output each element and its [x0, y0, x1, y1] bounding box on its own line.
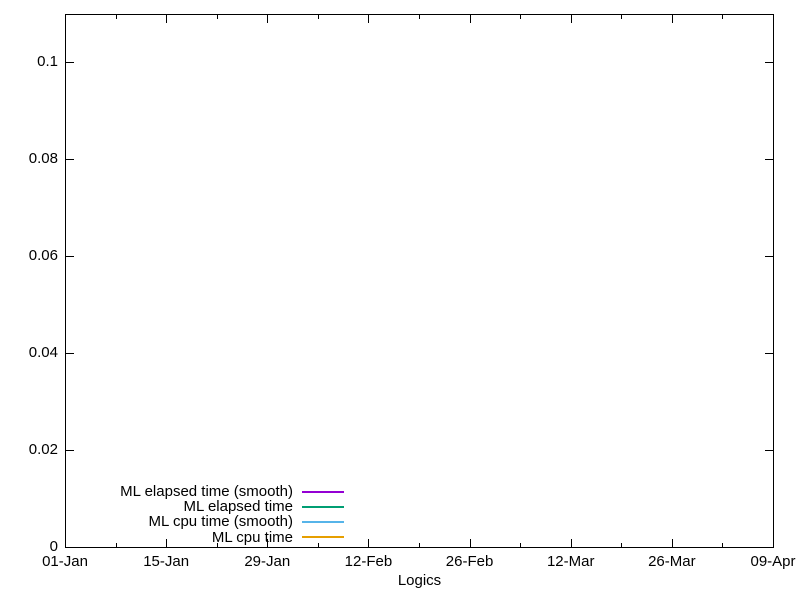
x-minor-tick — [115, 543, 117, 547]
x-major-tick-mirror — [368, 15, 370, 23]
x-minor-tick-mirror — [419, 15, 420, 19]
y-tick-label: 0.1 — [37, 53, 58, 71]
y-tick-label: 0.04 — [28, 344, 58, 362]
x-minor-tick-mirror — [317, 15, 319, 19]
y-major-tick-mirror — [765, 62, 773, 64]
legend-label: ML elapsed time — [183, 498, 294, 516]
x-minor-tick-mirror — [722, 15, 724, 19]
x-tick-label: 12-Mar — [546, 553, 595, 570]
y-major-tick — [66, 256, 74, 258]
x-tick-label: 26-Mar — [648, 553, 696, 570]
legend-item: ML elapsed time (smooth) — [60, 484, 344, 499]
x-major-tick-mirror — [65, 15, 66, 23]
x-minor-tick — [722, 543, 724, 547]
legend-line-sample — [302, 505, 344, 508]
y-major-tick — [66, 62, 74, 64]
x-tick-label: 01-Jan — [42, 553, 88, 570]
x-minor-tick — [317, 543, 319, 547]
x-major-tick-mirror — [773, 15, 774, 23]
x-major-tick — [166, 539, 168, 547]
x-major-tick — [570, 539, 572, 547]
x-tick-label: 15-Jan — [143, 553, 190, 570]
x-axis-title: Logics — [397, 572, 442, 589]
x-tick-label: 29-Jan — [244, 553, 291, 570]
x-minor-tick — [520, 543, 522, 547]
legend-item: ML cpu time — [60, 530, 344, 545]
x-minor-tick-mirror — [115, 15, 117, 19]
x-major-tick — [671, 539, 673, 547]
x-minor-tick — [621, 543, 623, 547]
legend-label: ML cpu time (smooth) — [148, 513, 294, 531]
x-major-tick-mirror — [166, 15, 168, 23]
x-major-tick-mirror — [570, 15, 572, 23]
x-major-tick-mirror — [267, 15, 269, 23]
legend-label: ML elapsed time (smooth) — [120, 483, 293, 501]
x-major-tick — [65, 539, 66, 547]
x-major-tick-mirror — [671, 15, 673, 23]
x-major-tick — [267, 539, 269, 547]
y-major-tick — [66, 159, 74, 161]
x-major-tick — [469, 539, 471, 547]
x-minor-tick — [419, 543, 420, 547]
x-major-tick — [368, 539, 370, 547]
y-tick-label: 0 — [49, 538, 58, 555]
y-major-tick — [66, 450, 74, 452]
y-major-tick — [66, 547, 74, 548]
x-major-tick-mirror — [469, 15, 471, 23]
legend-item: ML elapsed time — [60, 499, 344, 514]
y-tick-label: 0.02 — [28, 441, 58, 459]
legend-label: ML cpu time — [211, 528, 293, 546]
y-major-tick-mirror — [765, 450, 773, 452]
legend-line-sample — [302, 536, 344, 539]
legend-line-sample — [302, 520, 344, 523]
x-tick-label: 26-Feb — [445, 553, 494, 570]
y-major-tick-mirror — [765, 159, 773, 161]
y-major-tick-mirror — [765, 353, 773, 355]
x-minor-tick-mirror — [520, 15, 522, 19]
y-major-tick-mirror — [765, 256, 773, 258]
x-minor-tick-mirror — [216, 15, 218, 19]
legend-line-sample — [302, 490, 344, 493]
plot-area — [65, 14, 774, 548]
y-tick-label: 0.06 — [28, 247, 58, 265]
x-minor-tick-mirror — [621, 15, 623, 19]
legend-item: ML cpu time (smooth) — [60, 514, 344, 529]
y-tick-label: 0.08 — [28, 150, 58, 168]
x-tick-label: 12-Feb — [344, 553, 393, 570]
y-major-tick — [66, 353, 74, 355]
y-major-tick-mirror — [765, 547, 773, 548]
x-minor-tick — [216, 543, 218, 547]
legend: ML elapsed time (smooth) ML elapsed time M… — [60, 484, 344, 545]
x-tick-label: 09-Apr — [750, 553, 796, 570]
x-major-tick — [773, 539, 774, 547]
